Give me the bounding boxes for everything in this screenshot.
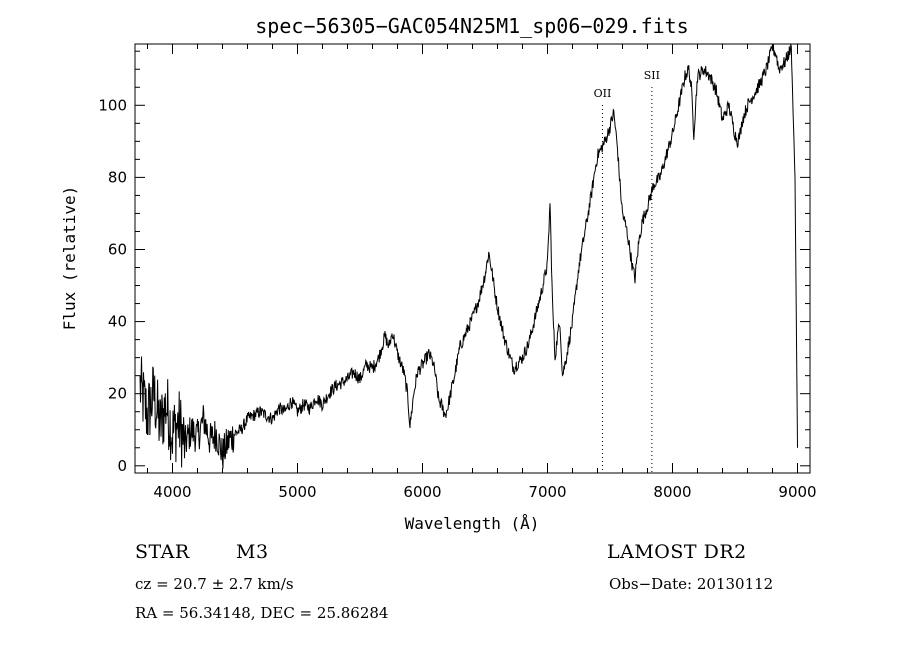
x-tick-label: 4000 [153, 483, 191, 501]
x-tick-label: 8000 [653, 483, 691, 501]
y-tick-label: 60 [108, 240, 127, 258]
obs-date: Obs−Date: 20130112 [609, 575, 774, 593]
x-tick-label: 5000 [278, 483, 316, 501]
spectrum-line [139, 43, 798, 469]
y-tick-label: 40 [108, 313, 127, 331]
plot-frame [134, 43, 811, 474]
x-tick-label: 7000 [528, 483, 566, 501]
line-marker-label: SII [644, 69, 660, 82]
x-tick-label: 6000 [403, 483, 441, 501]
redshift-velocity: cz = 20.7 ± 2.7 km/s [135, 575, 294, 593]
line-marker-label: OII [594, 87, 612, 100]
y-tick-label: 20 [108, 385, 127, 403]
y-tick-label: 100 [98, 96, 127, 114]
survey-name: LAMOST DR2 [607, 541, 747, 563]
y-tick-label: 0 [117, 457, 127, 475]
x-axis-label: Wavelength (Å) [405, 514, 540, 533]
object-class: STAR [135, 541, 190, 563]
y-tick-label: 80 [108, 168, 127, 186]
tick-labels: 4000 5000 6000 7000 8000 9000 0 20 40 60 80 100 [98, 96, 816, 501]
line-markers: OII SII [594, 69, 660, 473]
y-axis-label: Flux (relative) [60, 186, 79, 331]
axis-ticks [135, 44, 810, 473]
chart-title: spec−56305−GAC054N25M1_sp06−029.fits [255, 14, 688, 38]
x-tick-label: 9000 [778, 483, 816, 501]
object-subclass: M3 [236, 541, 269, 563]
coordinates: RA = 56.34148, DEC = 25.86284 [135, 604, 389, 622]
